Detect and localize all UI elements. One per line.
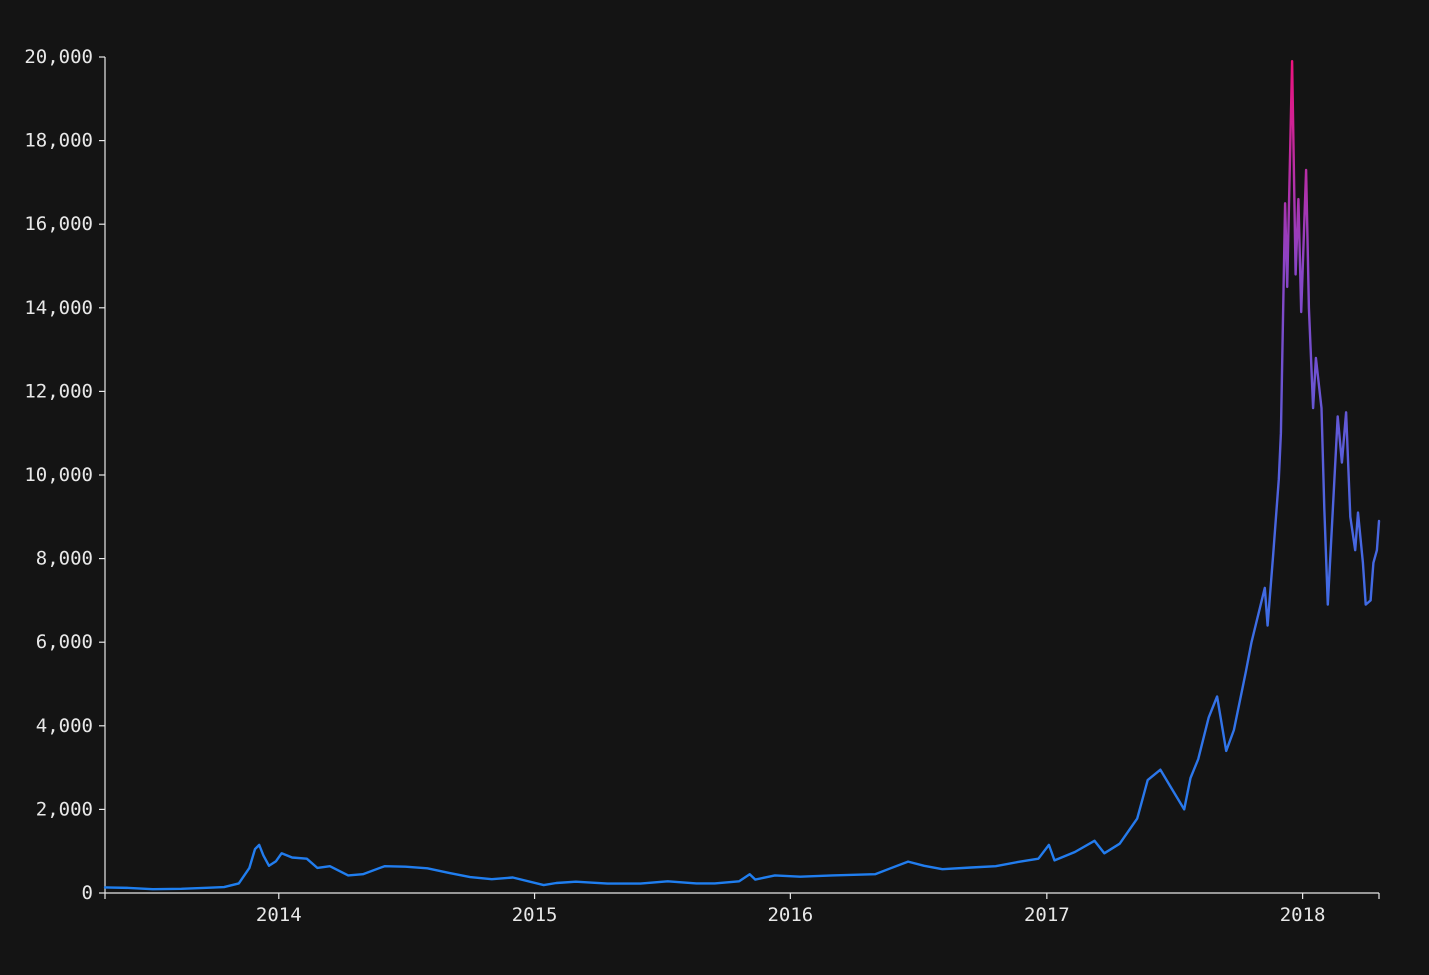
y-tick-label: 10,000 [24, 464, 93, 486]
x-axis: 2014 2015 2016 2017 2018 [105, 892, 1380, 926]
x-tick-label: 2017 [1024, 904, 1070, 926]
y-tick-label: 12,000 [24, 380, 93, 402]
y-tick-label: 14,000 [24, 297, 93, 319]
y-tick-label: 0 [82, 882, 93, 904]
y-tick-label: 18,000 [24, 130, 93, 152]
y-tick-label: 20,000 [24, 46, 93, 68]
x-tick-label: 2014 [256, 904, 302, 926]
series-group [103, 60, 1381, 891]
x-tick-label: 2015 [512, 904, 558, 926]
x-tick-label: 2016 [767, 904, 813, 926]
y-tick-label: 16,000 [24, 213, 93, 235]
x-tick-label: 2018 [1280, 904, 1326, 926]
y-tick-label: 6,000 [36, 631, 93, 653]
y-tick-label: 8,000 [36, 548, 93, 570]
price-series-line [103, 60, 1381, 891]
y-tick-label: 2,000 [36, 798, 93, 820]
y-tick-label: 4,000 [36, 715, 93, 737]
y-axis: 0 2,000 4,000 6,000 8,000 10,000 12,000 14,000 1… [24, 46, 106, 904]
